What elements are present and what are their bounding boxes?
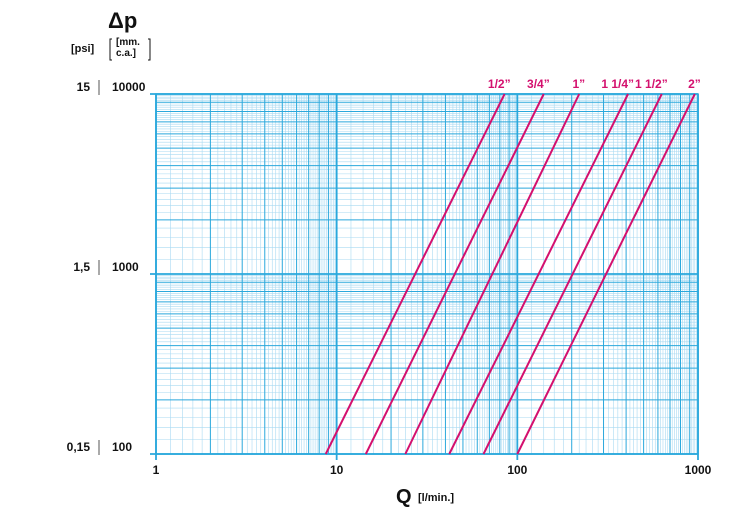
x-tick-labels: 1 10 100 1000 — [153, 463, 712, 477]
y-tick-label-mmca: 10000 — [112, 80, 146, 94]
series-label: 1/2” — [488, 77, 511, 91]
y-tick-labels: 0,15 100 1,5 1000 15 10000 — [67, 80, 146, 454]
y-axis-unit-psi: [psi] — [71, 43, 95, 55]
series-line — [448, 93, 629, 455]
y-axis-unit-ca: c.a.] — [116, 48, 136, 59]
series-line — [324, 93, 506, 455]
series-label: 1 1/2” — [635, 77, 668, 91]
series-labels: 1/2” 3/4” 1” 1 1/4” 1 1/2” 2” — [488, 77, 701, 91]
x-tick-label: 100 — [507, 463, 527, 477]
series-line — [404, 93, 581, 455]
y-tick-label-psi: 15 — [77, 80, 91, 94]
x-tick-label: 10 — [330, 463, 344, 477]
x-tick-label: 1 — [153, 463, 160, 477]
y-unit-bracket-right — [148, 38, 151, 61]
y-tick-label-psi: 1,5 — [73, 260, 90, 274]
plot-frame — [155, 93, 699, 455]
y-axis-title: Δp — [108, 8, 137, 33]
series-label: 1 1/4” — [601, 77, 634, 91]
series-label: 1” — [573, 77, 586, 91]
x-tick-label: 1000 — [685, 463, 712, 477]
y-axis-unit-mm: [mm. — [116, 37, 140, 48]
x-axis-units: [l/min.] — [418, 492, 454, 504]
series-line — [364, 93, 545, 455]
series-label: 3/4” — [527, 77, 550, 91]
y-tick-label-psi: 0,15 — [67, 440, 91, 454]
x-axis-title: Q — [396, 486, 412, 508]
y-tick-label-mmca: 1000 — [112, 260, 139, 274]
series-label: 2” — [688, 77, 701, 91]
series-line — [482, 93, 663, 455]
series-line — [516, 93, 696, 455]
y-tick-label-mmca: 100 — [112, 440, 132, 454]
y-unit-bracket-left — [109, 38, 112, 61]
series-lines — [324, 93, 696, 455]
